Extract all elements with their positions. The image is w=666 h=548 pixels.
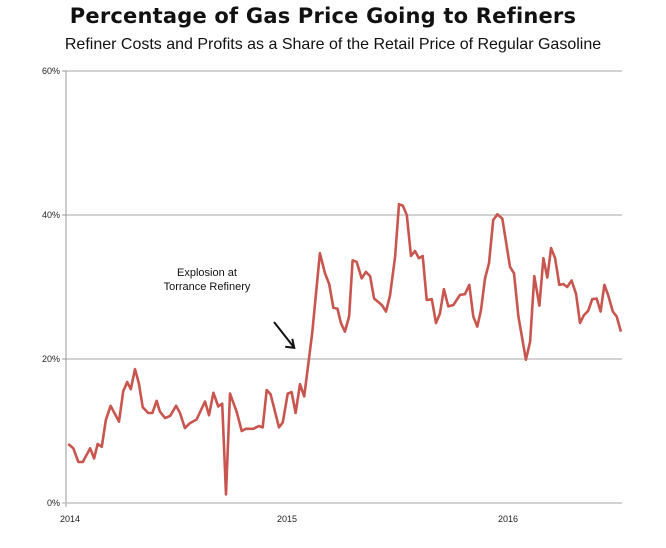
chart-subtitle: Refiner Costs and Profits as a Share of … — [64, 36, 602, 53]
y-tick-label: 40% — [42, 210, 60, 220]
y-tick-label: 0% — [47, 498, 60, 508]
annotation-text: Torrance Refinery — [164, 281, 251, 293]
annotation-text: Explosion at — [177, 267, 237, 279]
x-tick-label: 2016 — [498, 514, 518, 524]
series-line — [67, 202, 623, 496]
y-tick-label: 20% — [42, 354, 60, 364]
chart-title: Percentage of Gas Price Going to Refiner… — [69, 4, 577, 28]
y-tick-label: 60% — [42, 66, 60, 76]
x-tick-label: 2015 — [277, 514, 297, 524]
annotation-arrow — [273, 321, 296, 349]
x-tick-label: 2014 — [60, 514, 80, 524]
arrow-head-icon — [285, 338, 296, 349]
